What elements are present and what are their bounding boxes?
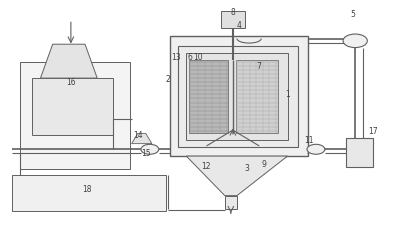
FancyBboxPatch shape — [12, 176, 166, 211]
FancyBboxPatch shape — [32, 79, 113, 135]
FancyBboxPatch shape — [20, 63, 130, 169]
Polygon shape — [40, 45, 97, 79]
Circle shape — [307, 145, 325, 155]
Text: 4: 4 — [237, 21, 241, 30]
Text: 3: 3 — [245, 163, 249, 172]
FancyBboxPatch shape — [189, 61, 228, 134]
Text: 9: 9 — [262, 160, 266, 169]
FancyBboxPatch shape — [225, 196, 237, 209]
Text: 13: 13 — [171, 53, 181, 62]
Circle shape — [141, 145, 159, 155]
FancyBboxPatch shape — [221, 12, 245, 29]
Text: 10: 10 — [194, 53, 203, 62]
FancyBboxPatch shape — [346, 138, 373, 168]
Text: 2: 2 — [166, 74, 171, 83]
Text: 11: 11 — [304, 135, 313, 144]
Text: 16: 16 — [66, 78, 76, 87]
Text: 1: 1 — [285, 90, 290, 99]
Text: 7: 7 — [256, 62, 261, 71]
Polygon shape — [132, 134, 152, 144]
FancyBboxPatch shape — [178, 47, 298, 147]
Polygon shape — [186, 156, 288, 196]
Circle shape — [343, 35, 367, 48]
FancyBboxPatch shape — [186, 54, 288, 141]
Text: 18: 18 — [82, 184, 92, 194]
Text: 14: 14 — [133, 130, 143, 140]
Text: 12: 12 — [201, 161, 211, 170]
Text: 5: 5 — [350, 10, 355, 19]
Text: 15: 15 — [141, 148, 151, 157]
FancyBboxPatch shape — [170, 37, 308, 156]
Text: 8: 8 — [230, 8, 235, 17]
FancyBboxPatch shape — [236, 61, 278, 134]
Text: 6: 6 — [187, 53, 192, 62]
Text: 17: 17 — [368, 126, 377, 135]
